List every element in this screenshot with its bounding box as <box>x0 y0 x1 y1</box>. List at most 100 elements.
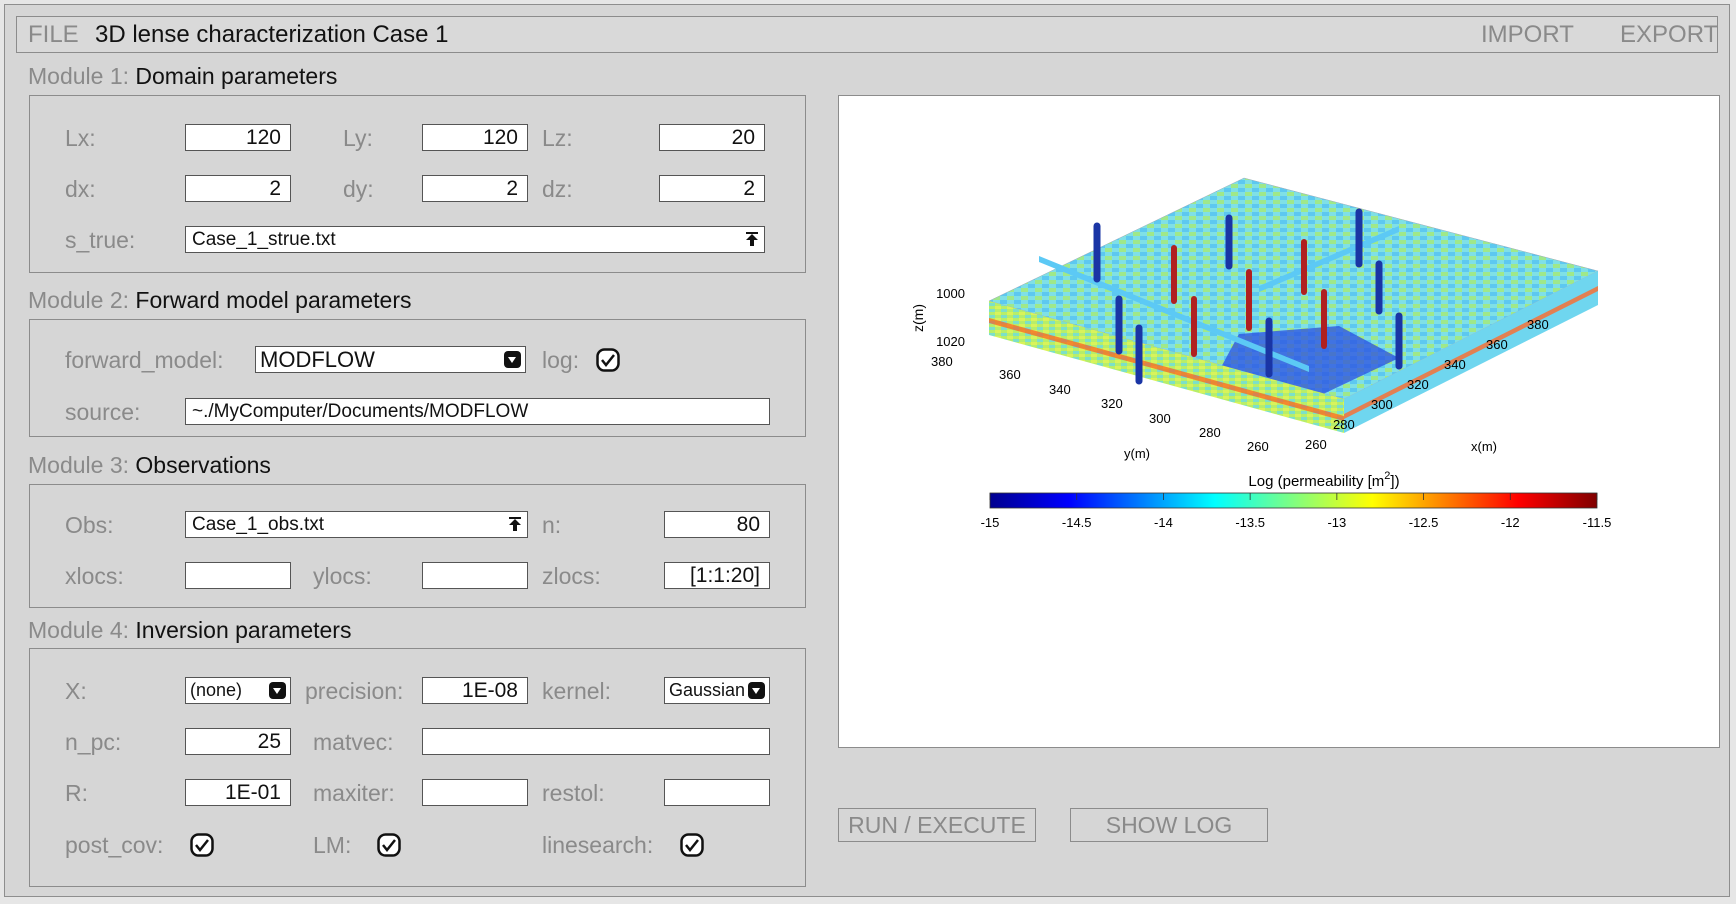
chevron-down-icon <box>504 351 521 368</box>
x-tick: 380 <box>1527 317 1549 332</box>
restol-input[interactable] <box>664 779 770 806</box>
postcov-checkbox[interactable] <box>190 833 214 857</box>
lx-label: Lx: <box>65 125 96 151</box>
colorbar-title-sup: 2 <box>1384 470 1390 482</box>
colorbar-tick-label: -13 <box>1327 515 1346 530</box>
module3-heading: Module 3: Observations <box>28 452 271 478</box>
module2-heading: Module 2: Forward model parameters <box>28 287 412 313</box>
n-label: n: <box>542 512 562 538</box>
export-button[interactable]: EXPORT <box>1620 21 1719 48</box>
obs-label: Obs: <box>65 512 114 538</box>
lz-input[interactable]: 20 <box>659 124 765 151</box>
postcov-label: post_cov: <box>65 832 164 858</box>
linesearch-checkbox[interactable] <box>680 833 704 857</box>
y-axis-label: y(m) <box>1124 446 1150 461</box>
colorbar <box>989 492 1598 509</box>
r-input[interactable]: 1E-01 <box>185 779 291 806</box>
x-select[interactable]: (none) <box>185 677 291 704</box>
n-input[interactable]: 80 <box>664 511 770 538</box>
kernel-select[interactable]: Gaussian <box>664 677 770 704</box>
x-tick: 280 <box>1333 417 1355 432</box>
y-tick: 260 <box>1247 439 1269 454</box>
lz-label: Lz: <box>542 125 573 151</box>
source-label: source: <box>65 399 141 425</box>
precision-label: precision: <box>305 678 404 704</box>
z-tick-1020: 1020 <box>936 334 965 349</box>
z-axis-label: z(m) <box>910 304 926 332</box>
x-tick: 360 <box>1486 337 1508 352</box>
y-tick: 360 <box>999 367 1021 382</box>
colorbar-title-main: Log (permeability [m <box>1248 473 1384 490</box>
dy-label: dy: <box>343 176 374 202</box>
import-button[interactable]: IMPORT <box>1481 21 1574 48</box>
show-log-button[interactable]: SHOW LOG <box>1070 808 1268 842</box>
dy-input[interactable]: 2 <box>422 175 528 202</box>
module2-panel: forward_model: MODFLOW log: source: ~./M… <box>29 319 806 437</box>
ylocs-label: ylocs: <box>313 563 372 589</box>
x-tick: 300 <box>1371 397 1393 412</box>
title-bar: FILE 3D lense characterization Case 1 IM… <box>16 16 1718 53</box>
r-label: R: <box>65 780 88 806</box>
module3-panel: Obs: Case_1_obs.txt n: 80 xlocs: ylocs: … <box>29 484 806 608</box>
run-execute-button[interactable]: RUN / EXECUTE <box>838 808 1036 842</box>
module1-heading: Module 1: Domain parameters <box>28 63 338 89</box>
ly-input[interactable]: 120 <box>422 124 528 151</box>
z-tick-1000: 1000 <box>936 286 965 301</box>
zlocs-label: zlocs: <box>542 563 601 589</box>
matvec-input[interactable] <box>422 728 770 755</box>
colorbar-tick-label: -13.5 <box>1235 515 1265 530</box>
colorbar-tick-label: -15 <box>981 515 1000 530</box>
x-axis-label: x(m) <box>1471 439 1497 454</box>
strue-file-input[interactable]: Case_1_strue.txt <box>185 226 765 253</box>
forward-model-label: forward_model: <box>65 347 224 373</box>
obs-filename: Case_1_obs.txt <box>192 514 325 535</box>
lx-input[interactable]: 120 <box>185 124 291 151</box>
restol-label: restol: <box>542 780 605 806</box>
permeability-3d-plot: z(m) 1000 1020 380 360 340 320 300 280 2… <box>910 177 1612 530</box>
y-tick: 300 <box>1149 411 1171 426</box>
upload-icon[interactable] <box>507 516 523 532</box>
source-input[interactable]: ~./MyComputer/Documents/MODFLOW <box>185 398 770 425</box>
module4-heading: Module 4: Inversion parameters <box>28 617 352 643</box>
x-tick: 260 <box>1305 437 1327 452</box>
maxiter-input[interactable] <box>422 779 528 806</box>
colorbar-title-end: ]) <box>1390 473 1399 490</box>
project-title: 3D lense characterization Case 1 <box>95 21 449 48</box>
app-window: FILE 3D lense characterization Case 1 IM… <box>4 4 1730 897</box>
y-tick: 380 <box>931 354 953 369</box>
lm-checkbox[interactable] <box>377 833 401 857</box>
module1-panel: Lx: 120 Ly: 120 Lz: 20 dx: 2 dy: 2 dz: 2… <box>29 95 806 273</box>
x-tick: 320 <box>1407 377 1429 392</box>
npc-label: n_pc: <box>65 729 122 755</box>
maxiter-label: maxiter: <box>313 780 395 806</box>
log-checkbox[interactable] <box>596 348 620 372</box>
colorbar-tick-label: -12.5 <box>1409 515 1439 530</box>
xlocs-label: xlocs: <box>65 563 124 589</box>
ly-label: Ly: <box>343 125 373 151</box>
x-tick: 340 <box>1444 357 1466 372</box>
strue-label: s_true: <box>65 227 136 253</box>
colorbar-tick-label: -14 <box>1154 515 1173 530</box>
zlocs-input[interactable]: [1:1:20] <box>664 562 770 589</box>
chevron-down-icon <box>269 682 286 699</box>
strue-filename: Case_1_strue.txt <box>192 229 336 250</box>
log-label: log: <box>542 347 580 373</box>
colorbar-title: Log (permeability [m2]) <box>1248 470 1399 490</box>
dz-input[interactable]: 2 <box>659 175 765 202</box>
obs-file-input[interactable]: Case_1_obs.txt <box>185 511 528 538</box>
kernel-label: kernel: <box>542 678 612 704</box>
ylocs-input[interactable] <box>422 562 528 589</box>
plot-panel: z(m) 1000 1020 380 360 340 320 300 280 2… <box>838 95 1720 748</box>
upload-icon[interactable] <box>744 231 760 247</box>
colorbar-tick-label: -12 <box>1501 515 1520 530</box>
forward-model-select[interactable]: MODFLOW <box>255 346 526 373</box>
colorbar-tick-label: -14.5 <box>1062 515 1092 530</box>
colorbar-tick-label: -11.5 <box>1583 515 1612 530</box>
xlocs-input[interactable] <box>185 562 291 589</box>
precision-input[interactable]: 1E-08 <box>422 677 528 704</box>
npc-input[interactable]: 25 <box>185 728 291 755</box>
dx-input[interactable]: 2 <box>185 175 291 202</box>
file-menu[interactable]: FILE <box>28 21 79 48</box>
dz-label: dz: <box>542 176 573 202</box>
lm-label: LM: <box>313 832 352 858</box>
